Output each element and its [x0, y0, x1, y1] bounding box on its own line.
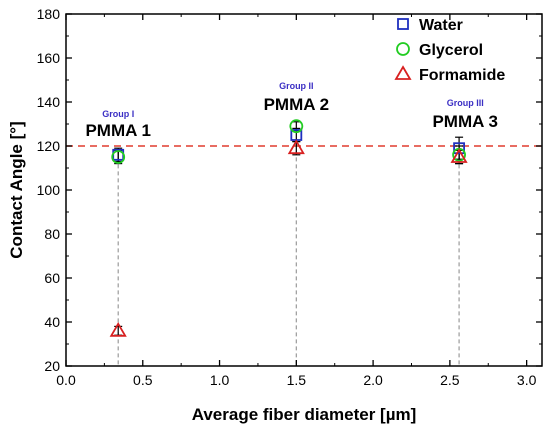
marker-glycerol-1 [111, 150, 126, 164]
y-tick-label: 120 [37, 138, 61, 154]
legend: Water Glycerol Formamide [394, 17, 505, 84]
group-label-1: Group I [102, 109, 134, 119]
y-tick-label: 140 [37, 94, 61, 110]
marker-water-3 [453, 142, 465, 155]
legend-label-glycerol: Glycerol [419, 42, 483, 59]
marker-glycerol-2 [289, 119, 304, 134]
x-tick-label: 1.0 [210, 372, 230, 388]
sample-label-3: PMMA 3 [432, 112, 498, 131]
data-markers [109, 119, 468, 337]
x-tick-label: 1.5 [287, 372, 307, 388]
y-tick-label: 80 [44, 226, 60, 242]
marker-formamide-3 [450, 148, 468, 163]
droplines [117, 150, 460, 366]
marker-formamide-1 [109, 322, 127, 337]
y-tick-label: 60 [44, 270, 60, 286]
group-label-2: Group II [279, 81, 314, 91]
y-tick-label: 160 [37, 50, 61, 66]
x-tick-label: 2.5 [440, 372, 460, 388]
x-tick-label: 2.0 [363, 372, 383, 388]
legend-marker-glycerol [396, 42, 410, 56]
marker-formamide-2 [287, 139, 305, 155]
y-axis-title: Contact Angle [°] [7, 121, 26, 258]
group-label-3: Group III [447, 98, 484, 108]
y-tick-label: 20 [44, 358, 60, 374]
x-tick-label: 0.5 [133, 372, 153, 388]
x-tick-label: 0.0 [56, 372, 76, 388]
legend-marker-formamide [394, 65, 412, 80]
sample-label-1: PMMA 1 [85, 121, 151, 140]
y-tick-label: 100 [37, 182, 61, 198]
sample-label-2: PMMA 2 [264, 95, 330, 114]
legend-marker-water [397, 18, 409, 30]
group-annotations: Group I PMMA 1 Group II PMMA 2 Group III PMMA… [85, 81, 498, 140]
y-tick-label: 180 [37, 6, 61, 22]
x-axis-title: Average fiber diameter [µm] [192, 405, 417, 424]
legend-label-water: Water [419, 17, 463, 34]
legend-label-formamide: Formamide [419, 67, 505, 84]
ticks: 0.0 0.5 1.0 1.5 2.0 2.5 3.0 20 40 60 80 100 120 140 16… [37, 6, 542, 388]
y-tick-label: 40 [44, 314, 60, 330]
x-tick-label: 3.0 [517, 372, 537, 388]
